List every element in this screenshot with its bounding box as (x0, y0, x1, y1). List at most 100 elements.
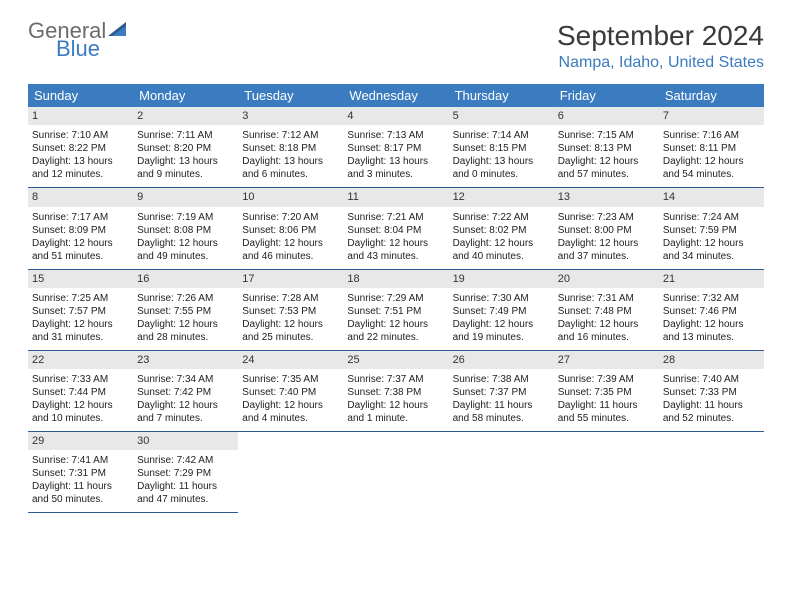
sunset-text: Sunset: 8:18 PM (242, 142, 339, 155)
day-number: 6 (554, 107, 659, 125)
sunrise-text: Sunrise: 7:24 AM (663, 211, 760, 224)
daylight-text: and 7 minutes. (137, 412, 234, 425)
day-number: 14 (659, 188, 764, 206)
day-number: 11 (343, 188, 448, 206)
sunset-text: Sunset: 8:13 PM (558, 142, 655, 155)
daylight-text: Daylight: 12 hours (137, 237, 234, 250)
dow-tuesday: Tuesday (238, 84, 343, 107)
sunrise-text: Sunrise: 7:16 AM (663, 129, 760, 142)
day-cell: 6Sunrise: 7:15 AMSunset: 8:13 PMDaylight… (554, 107, 659, 188)
sunrise-text: Sunrise: 7:25 AM (32, 292, 129, 305)
sunset-text: Sunset: 7:51 PM (347, 305, 444, 318)
calendar-table: Sunday Monday Tuesday Wednesday Thursday… (28, 84, 764, 513)
day-cell: 22Sunrise: 7:33 AMSunset: 7:44 PMDayligh… (28, 350, 133, 431)
daylight-text: and 16 minutes. (558, 331, 655, 344)
daylight-text: Daylight: 12 hours (558, 155, 655, 168)
day-cell: 20Sunrise: 7:31 AMSunset: 7:48 PMDayligh… (554, 269, 659, 350)
daylight-text: Daylight: 11 hours (663, 399, 760, 412)
sunrise-text: Sunrise: 7:39 AM (558, 373, 655, 386)
day-cell (343, 432, 448, 513)
sunset-text: Sunset: 8:08 PM (137, 224, 234, 237)
daylight-text: Daylight: 12 hours (32, 237, 129, 250)
daylight-text: Daylight: 12 hours (663, 155, 760, 168)
sunset-text: Sunset: 7:48 PM (558, 305, 655, 318)
day-cell: 3Sunrise: 7:12 AMSunset: 8:18 PMDaylight… (238, 107, 343, 188)
sunset-text: Sunset: 8:09 PM (32, 224, 129, 237)
sunrise-text: Sunrise: 7:23 AM (558, 211, 655, 224)
sunset-text: Sunset: 7:59 PM (663, 224, 760, 237)
sunset-text: Sunset: 7:49 PM (453, 305, 550, 318)
sunrise-text: Sunrise: 7:32 AM (663, 292, 760, 305)
daylight-text: and 3 minutes. (347, 168, 444, 181)
dow-saturday: Saturday (659, 84, 764, 107)
title-block: September 2024 Nampa, Idaho, United Stat… (557, 20, 764, 72)
day-number: 24 (238, 351, 343, 369)
daylight-text: and 12 minutes. (32, 168, 129, 181)
dow-sunday: Sunday (28, 84, 133, 107)
day-number: 2 (133, 107, 238, 125)
day-cell: 28Sunrise: 7:40 AMSunset: 7:33 PMDayligh… (659, 350, 764, 431)
sunrise-text: Sunrise: 7:33 AM (32, 373, 129, 386)
dow-thursday: Thursday (449, 84, 554, 107)
day-cell: 9Sunrise: 7:19 AMSunset: 8:08 PMDaylight… (133, 188, 238, 269)
sunset-text: Sunset: 8:06 PM (242, 224, 339, 237)
daylight-text: and 54 minutes. (663, 168, 760, 181)
logo-text-blue: Blue (56, 38, 130, 60)
sunrise-text: Sunrise: 7:11 AM (137, 129, 234, 142)
sunset-text: Sunset: 7:55 PM (137, 305, 234, 318)
week-row: 22Sunrise: 7:33 AMSunset: 7:44 PMDayligh… (28, 350, 764, 431)
sunset-text: Sunset: 8:22 PM (32, 142, 129, 155)
sunrise-text: Sunrise: 7:17 AM (32, 211, 129, 224)
daylight-text: Daylight: 12 hours (242, 237, 339, 250)
sunset-text: Sunset: 7:38 PM (347, 386, 444, 399)
day-number: 20 (554, 270, 659, 288)
sunrise-text: Sunrise: 7:28 AM (242, 292, 339, 305)
sunrise-text: Sunrise: 7:42 AM (137, 454, 234, 467)
daylight-text: and 37 minutes. (558, 250, 655, 263)
daylight-text: and 25 minutes. (242, 331, 339, 344)
daylight-text: Daylight: 12 hours (347, 318, 444, 331)
daylight-text: and 34 minutes. (663, 250, 760, 263)
sunrise-text: Sunrise: 7:34 AM (137, 373, 234, 386)
day-cell (449, 432, 554, 513)
daylight-text: Daylight: 11 hours (558, 399, 655, 412)
sunrise-text: Sunrise: 7:21 AM (347, 211, 444, 224)
daylight-text: Daylight: 13 hours (137, 155, 234, 168)
daylight-text: Daylight: 11 hours (453, 399, 550, 412)
daylight-text: and 22 minutes. (347, 331, 444, 344)
sunrise-text: Sunrise: 7:19 AM (137, 211, 234, 224)
day-number: 7 (659, 107, 764, 125)
day-number: 25 (343, 351, 448, 369)
daylight-text: Daylight: 12 hours (242, 318, 339, 331)
daylight-text: Daylight: 12 hours (242, 399, 339, 412)
sunrise-text: Sunrise: 7:30 AM (453, 292, 550, 305)
daylight-text: Daylight: 12 hours (663, 237, 760, 250)
day-cell: 14 Sunrise: 7:24 AMSunset: 7:59 PMDayligh… (659, 188, 764, 269)
sunset-text: Sunset: 7:42 PM (137, 386, 234, 399)
week-row: 8Sunrise: 7:17 AMSunset: 8:09 PMDaylight… (28, 188, 764, 269)
daylight-text: and 43 minutes. (347, 250, 444, 263)
daylight-text: and 10 minutes. (32, 412, 129, 425)
day-cell: 7Sunrise: 7:16 AMSunset: 8:11 PMDaylight… (659, 107, 764, 188)
day-number: 28 (659, 351, 764, 369)
daylight-text: Daylight: 11 hours (137, 480, 234, 493)
daylight-text: and 28 minutes. (137, 331, 234, 344)
day-number: 12 (449, 188, 554, 206)
sunset-text: Sunset: 8:04 PM (347, 224, 444, 237)
daylight-text: Daylight: 13 hours (453, 155, 550, 168)
sunrise-text: Sunrise: 7:35 AM (242, 373, 339, 386)
daylight-text: and 55 minutes. (558, 412, 655, 425)
daylight-text: Daylight: 13 hours (347, 155, 444, 168)
daylight-text: Daylight: 11 hours (32, 480, 129, 493)
daylight-text: and 49 minutes. (137, 250, 234, 263)
day-cell: 5Sunrise: 7:14 AMSunset: 8:15 PMDaylight… (449, 107, 554, 188)
day-cell (238, 432, 343, 513)
daylight-text: Daylight: 12 hours (347, 237, 444, 250)
daylight-text: and 57 minutes. (558, 168, 655, 181)
sunrise-text: Sunrise: 7:41 AM (32, 454, 129, 467)
day-cell: 4Sunrise: 7:13 AMSunset: 8:17 PMDaylight… (343, 107, 448, 188)
day-cell: 12Sunrise: 7:22 AMSunset: 8:02 PMDayligh… (449, 188, 554, 269)
day-cell: 23Sunrise: 7:34 AMSunset: 7:42 PMDayligh… (133, 350, 238, 431)
day-number: 17 (238, 270, 343, 288)
sunrise-text: Sunrise: 7:14 AM (453, 129, 550, 142)
